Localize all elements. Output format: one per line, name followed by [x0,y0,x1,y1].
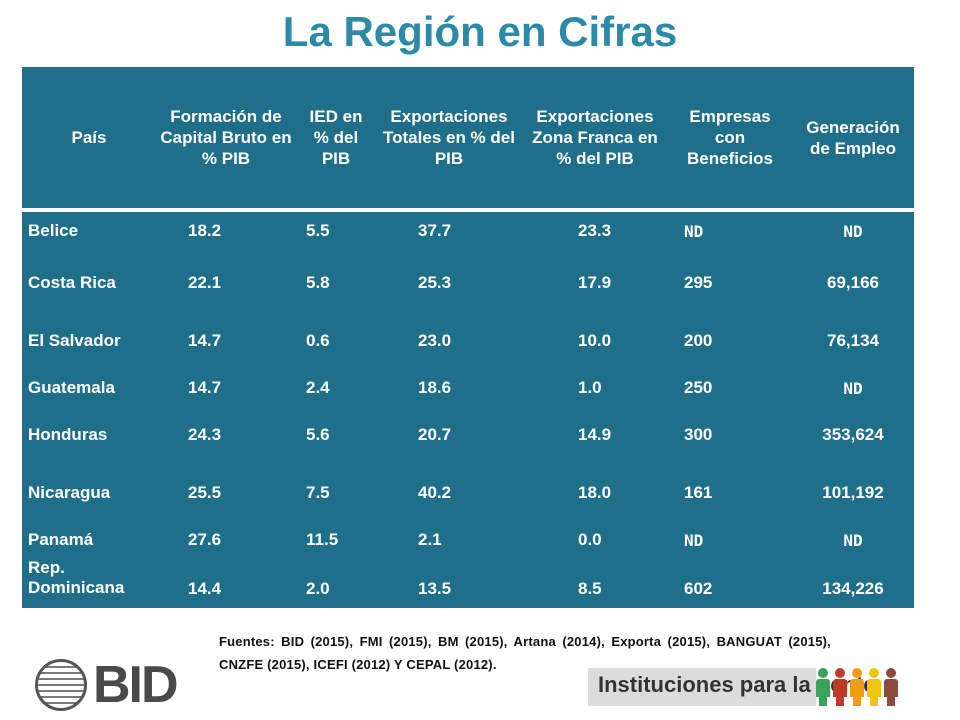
value-cell: 23.3 [578,221,612,240]
table-row: Rep. Dominicana 14.4 2.0 13.5 8.5 602 134,226 [22,558,914,620]
value-cell: 161 [684,483,713,502]
value-cell: 22.1 [188,273,222,292]
value-cell: 5.8 [306,273,330,292]
table-row: Honduras 24.3 5.6 20.7 14.9 300 353,624 [22,406,914,464]
value-cell: 40.2 [418,483,452,502]
table-row: Costa Rica 22.1 5.8 25.3 17.9 295 69,166 [22,254,914,312]
people-figures-icon [816,668,898,706]
country-cell: Costa Rica [28,273,116,292]
tagline-bar [588,668,816,706]
table-row: Panamá 27.6 11.5 2.1 0.0 ND ND [22,522,914,558]
value-cell: 37.7 [418,221,452,240]
value-cell: 11.5 [306,530,339,549]
table-row: Guatemala 14.7 2.4 18.6 1.0 250 ND [22,370,914,406]
value-cell: 14.7 [188,331,222,350]
value-cell: ND [843,530,863,550]
value-cell: 5.5 [306,221,330,240]
header-empresas: Empresas con Beneficios [687,107,773,168]
value-cell: 13.5 [418,579,452,598]
value-cell: 295 [684,273,713,292]
header-pais: País [71,128,107,147]
header-empleo: Generación de Empleo [806,117,900,158]
value-cell: 17.9 [578,273,612,292]
value-cell: 353,624 [822,425,884,444]
value-cell: 76,134 [827,331,879,350]
country-cell: Panamá [28,530,94,549]
table-background [22,67,914,608]
value-cell: 200 [684,331,713,350]
table-row: Belice 18.2 5.5 37.7 23.3 ND ND [22,208,914,254]
table-row: El Salvador 14.7 0.6 23.0 10.0 200 76,134 [22,312,914,370]
country-cell: Rep. Dominicana [28,558,125,597]
header-ied: IED en % del PIB [309,107,363,168]
value-cell: 250 [684,378,713,397]
country-cell: Guatemala [28,378,115,397]
bid-logo-text: BID [93,656,179,714]
table-row: Nicaragua 25.5 7.5 40.2 18.0 161 101,192 [22,464,914,522]
value-cell: 101,192 [822,483,884,502]
value-cell: ND [843,378,863,398]
value-cell: 602 [684,579,713,598]
value-cell: 25.3 [418,273,452,292]
value-cell: 0.0 [578,530,602,549]
value-cell: 134,226 [822,579,884,598]
value-cell: 14.9 [578,425,612,444]
header-exportaciones-totales: Exportaciones Totales en % del PIB [383,107,515,168]
person-icon [884,668,898,706]
value-cell: 18.0 [578,483,612,502]
value-cell: ND [684,221,704,241]
value-cell: 0.6 [306,331,330,350]
value-cell: 20.7 [418,425,452,444]
value-cell: 300 [684,425,713,444]
header-exportaciones-zona-franca: Exportaciones Zona Franca en % del PIB [532,107,658,168]
value-cell: 2.1 [418,530,442,549]
country-cell: Nicaragua [28,483,111,502]
value-cell: 5.6 [306,425,330,444]
person-icon [850,668,864,706]
value-cell: 2.0 [306,579,330,598]
globe-icon [35,659,87,711]
table-header-row: País Formación de Capital Bruto en % PIB… [22,67,914,208]
header-divider [22,208,914,212]
bid-logo: BID [35,656,179,714]
person-icon [867,668,881,706]
value-cell: 27.6 [188,530,222,549]
data-table: País Formación de Capital Bruto en % PIB… [22,67,914,620]
value-cell: 24.3 [188,425,222,444]
value-cell: 2.4 [306,378,330,397]
value-cell: 18.2 [188,221,222,240]
value-cell: 25.5 [188,483,222,502]
value-cell: 14.4 [188,579,222,598]
value-cell: 14.7 [188,378,222,397]
country-cell: Belice [28,221,79,240]
value-cell: 18.6 [418,378,452,397]
person-icon [833,668,847,706]
value-cell: 1.0 [578,378,602,397]
country-cell: Honduras [28,425,108,444]
value-cell: 10.0 [578,331,612,350]
header-capital-bruto: Formación de Capital Bruto en % PIB [160,107,292,168]
value-cell: ND [843,221,863,241]
country-cell: El Salvador [28,331,121,350]
page-title: La Región en Cifras [282,8,678,55]
value-cell: 8.5 [578,579,602,598]
value-cell: 69,166 [827,273,879,292]
value-cell: 23.0 [418,331,452,350]
value-cell: ND [684,530,704,550]
sources-note: Fuentes: BID (2015), FMI (2015), BM (201… [219,634,831,672]
value-cell: 7.5 [306,483,330,502]
person-icon [816,668,830,706]
